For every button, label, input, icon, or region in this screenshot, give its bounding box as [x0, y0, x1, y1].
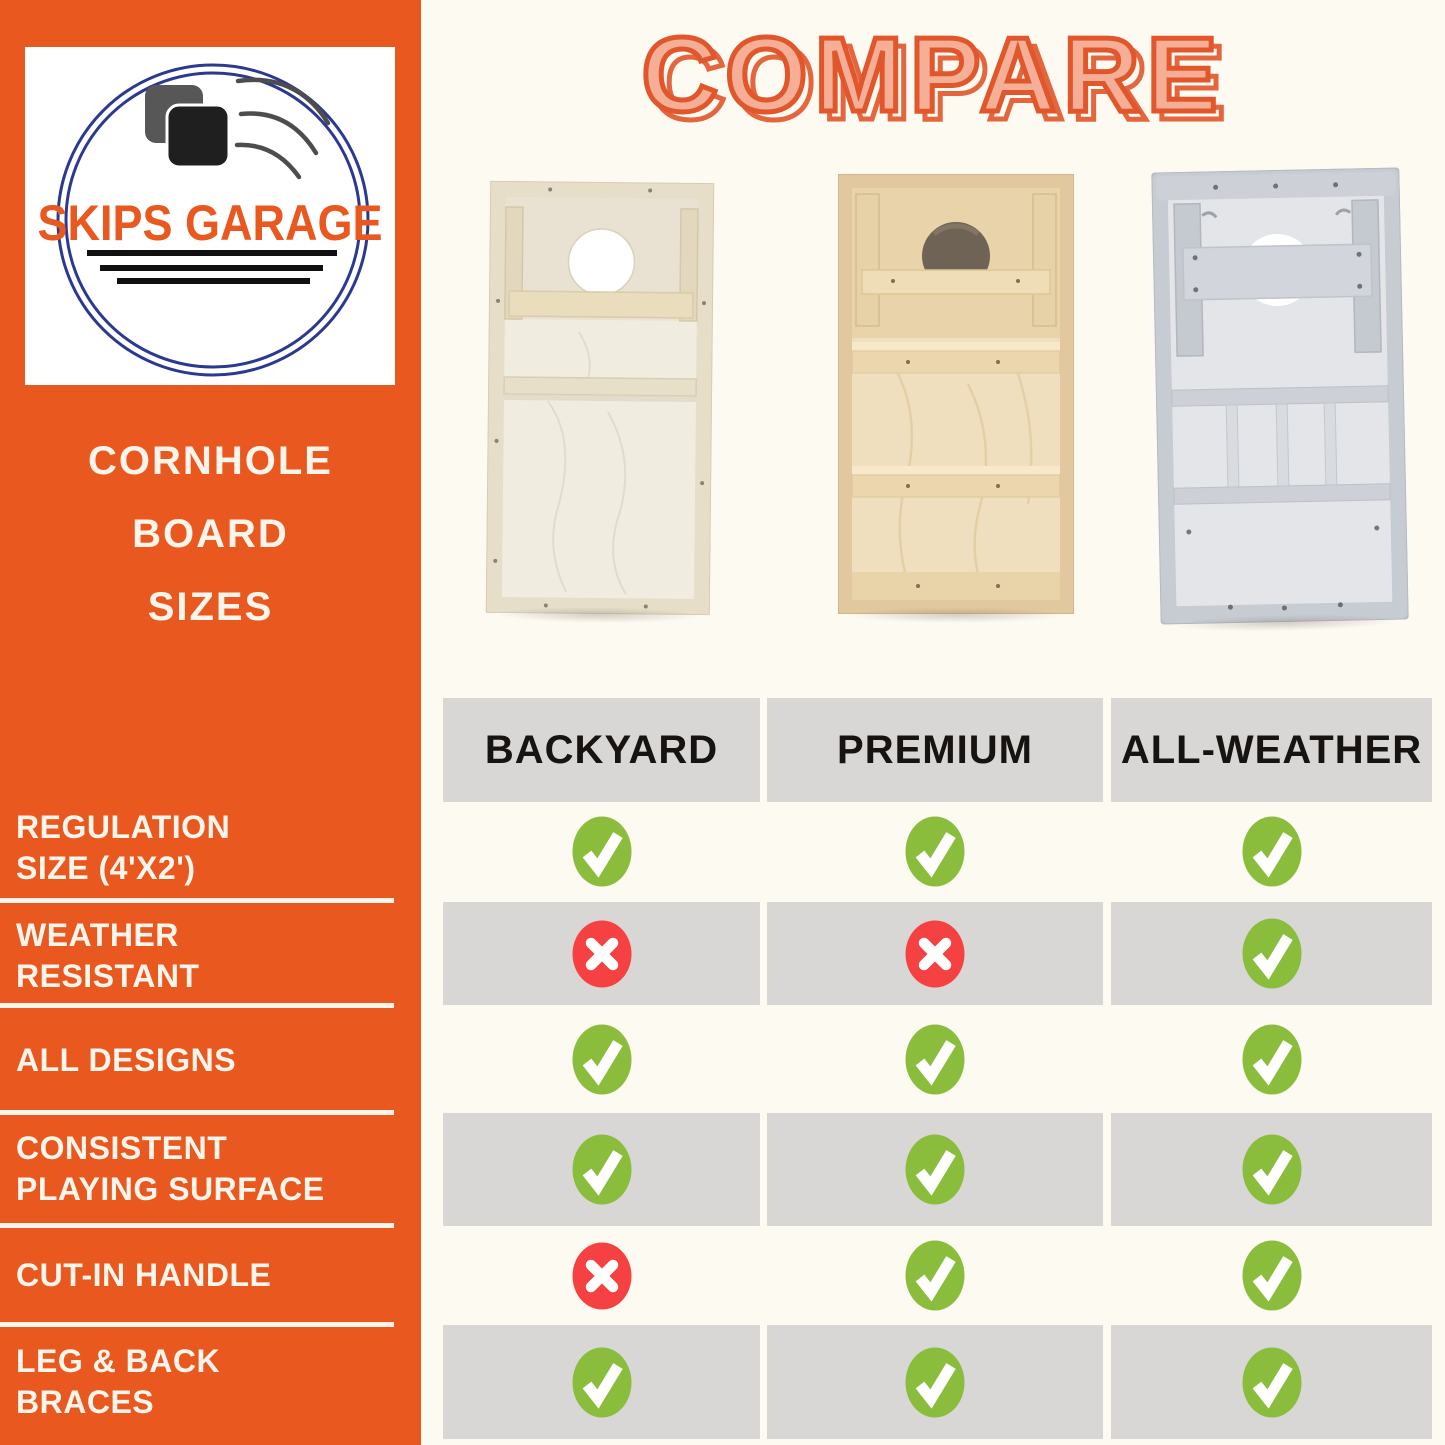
divider-line	[0, 898, 394, 903]
logo-underline-lines	[87, 250, 337, 284]
premium-board-photo	[837, 173, 1075, 623]
feature-label-cut-in-handle: CUT-IN HANDLE	[16, 1256, 272, 1293]
column-header-backyard: BACKYARD	[443, 698, 760, 802]
check-icon	[1242, 1240, 1301, 1311]
comparison-cell	[443, 1325, 760, 1439]
page-title-text: COMPARE	[639, 14, 1225, 137]
all-weather-board-photo	[1150, 166, 1410, 626]
check-icon	[1242, 1024, 1301, 1094]
column-header-premium: PREMIUM	[767, 698, 1103, 802]
page-title-shadow: COMPARE	[647, 22, 1233, 145]
sidebar-title: CORNHOLE BOARD SIZES	[0, 425, 421, 644]
comparison-cell	[443, 1226, 760, 1325]
cross-icon	[905, 920, 965, 987]
comparison-cell	[1111, 1005, 1432, 1113]
check-icon	[572, 1347, 631, 1417]
feature-label-regulation-size: REGULATION SIZE (4'X2')	[16, 809, 231, 886]
check-icon	[905, 1024, 965, 1094]
comparison-cell	[767, 801, 1103, 902]
feature-label-leg-back-braces: LEG & BACK BRACES	[16, 1343, 221, 1420]
check-icon	[572, 816, 631, 887]
sidebar: SKIPS GARAGE CORNHOLE BOARD SIZES REGULA…	[0, 0, 421, 1445]
check-icon	[1242, 918, 1301, 989]
comparison-cell	[1111, 801, 1432, 902]
comparison-cell	[767, 902, 1103, 1005]
comparison-cell	[767, 1226, 1103, 1325]
feature-label-all-designs: ALL DESIGNS	[16, 1041, 237, 1078]
check-icon	[905, 1347, 965, 1417]
comparison-cell	[1111, 1325, 1432, 1439]
comparison-cell	[1111, 1226, 1432, 1325]
motion-swoosh-icon	[234, 77, 331, 180]
cross-icon	[572, 920, 631, 987]
check-icon	[1242, 816, 1301, 887]
comparison-cell	[1111, 1113, 1432, 1226]
divider-line	[0, 1322, 394, 1327]
brand-name: SKIPS GARAGE	[37, 193, 383, 251]
comparison-cell	[767, 1005, 1103, 1113]
comparison-cell	[443, 1113, 760, 1226]
divider-line	[0, 1223, 394, 1228]
check-icon	[572, 1134, 631, 1205]
front-bag-icon	[165, 103, 231, 169]
comparison-cell	[1111, 902, 1432, 1005]
check-icon	[572, 1024, 631, 1094]
backyard-board-photo	[484, 179, 716, 617]
logo: SKIPS GARAGE	[25, 47, 395, 385]
check-icon	[1242, 1347, 1301, 1417]
check-icon	[905, 1240, 965, 1311]
divider-line	[0, 1003, 394, 1008]
comparison-cell	[443, 902, 760, 1005]
page-title: COMPARE COMPARE	[421, 10, 1445, 145]
comparison-cell	[767, 1325, 1103, 1439]
check-icon	[905, 1134, 965, 1205]
sidebar-title-line: CORNHOLE	[88, 439, 333, 483]
comparison-cell	[443, 1005, 760, 1113]
cross-icon	[572, 1242, 631, 1309]
divider-line	[0, 1110, 394, 1115]
comparison-cell	[767, 1113, 1103, 1226]
check-icon	[905, 816, 965, 887]
feature-label-consistent-surface: CONSISTENT PLAYING SURFACE	[16, 1130, 325, 1207]
logo-graphic-icon	[56, 63, 370, 377]
sidebar-title-line: BOARD	[132, 512, 289, 556]
comparison-cell	[443, 801, 760, 902]
column-header-all-weather: ALL-WEATHER	[1111, 698, 1432, 802]
check-icon	[1242, 1134, 1301, 1205]
sidebar-title-line: SIZES	[147, 585, 274, 629]
feature-label-weather-resistant: WEATHER RESISTANT	[16, 916, 200, 994]
